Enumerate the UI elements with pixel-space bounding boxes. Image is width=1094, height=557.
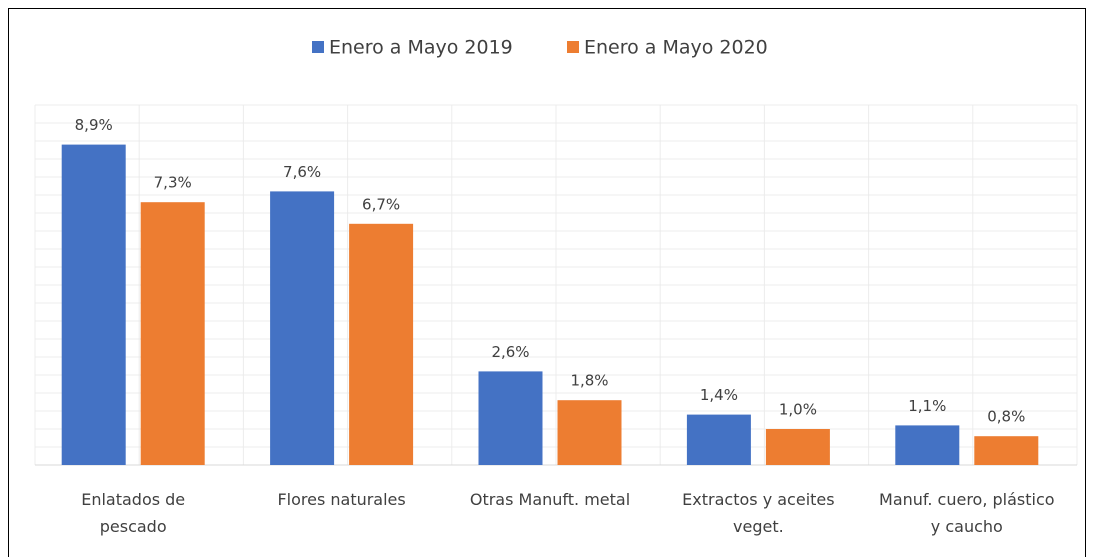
bar <box>557 400 622 465</box>
bar <box>349 223 414 465</box>
x-tick-label: Otras Manuft. metal <box>469 490 631 509</box>
frame <box>8 8 1086 557</box>
x-tick-label: Enlatados de pescado <box>81 490 186 536</box>
data-label: 1,0% <box>779 401 817 419</box>
legend-label: Enero a Mayo 2019 <box>329 37 513 59</box>
bar <box>974 436 1039 465</box>
legend-label: Enero a Mayo 2020 <box>584 37 768 59</box>
data-label: 1,1% <box>908 397 946 415</box>
data-label: 1,4% <box>700 386 738 404</box>
bar <box>61 144 126 465</box>
bar <box>895 425 960 465</box>
x-tick-label: Flores naturales <box>277 490 406 509</box>
bar <box>140 202 205 465</box>
bar <box>765 429 830 465</box>
legend-swatch <box>567 41 579 53</box>
data-label: 7,3% <box>154 174 192 192</box>
legend-swatch <box>312 41 324 53</box>
x-tick-label: Manuf. cuero, plástico y caucho <box>879 490 1055 536</box>
data-label: 6,7% <box>362 195 400 213</box>
x-tick-label: Extractos y aceites veget. <box>682 490 835 536</box>
data-label: 1,8% <box>570 372 608 390</box>
bar <box>686 414 751 465</box>
data-label: 2,6% <box>491 343 529 361</box>
data-label: 8,9% <box>75 116 113 134</box>
data-label: 0,8% <box>987 408 1025 426</box>
data-label: 7,6% <box>283 163 321 181</box>
bar <box>478 371 543 465</box>
bar <box>270 191 335 465</box>
